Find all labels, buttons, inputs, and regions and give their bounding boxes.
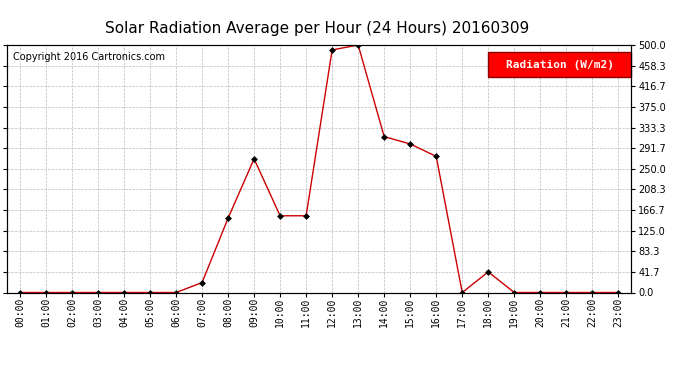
Text: Solar Radiation Average per Hour (24 Hours) 20160309: Solar Radiation Average per Hour (24 Hou…	[106, 21, 529, 36]
FancyBboxPatch shape	[488, 53, 631, 77]
Text: Copyright 2016 Cartronics.com: Copyright 2016 Cartronics.com	[13, 53, 165, 62]
Text: Radiation (W/m2): Radiation (W/m2)	[506, 60, 613, 70]
